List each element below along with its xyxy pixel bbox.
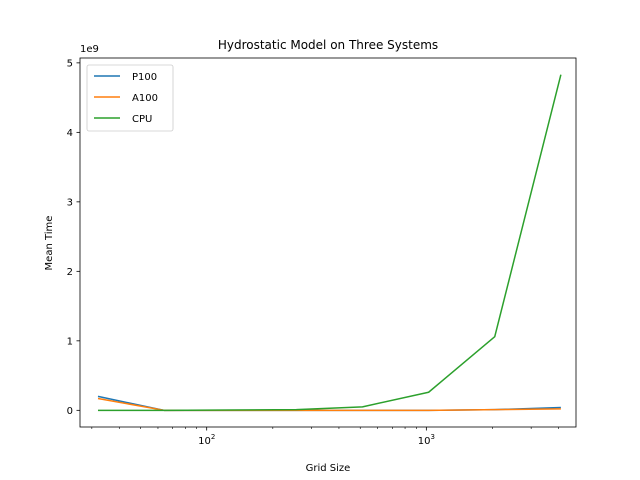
y-tick-label: 4 [67,128,73,139]
chart-title: Hydrostatic Model on Three Systems [218,38,438,52]
axes-frame [79,57,577,428]
x-tick-label: 103 [418,433,435,447]
y-axis-label: Mean Time [44,216,55,271]
legend-box [86,64,174,132]
legend-label-cpu: CPU [132,114,152,125]
y-offset-label: 1e9 [80,44,99,55]
y-tick-label: 0 [67,406,73,417]
legend-label-a100: A100 [132,93,158,104]
y-tick-label: 2 [67,267,73,278]
legend: P100 A100 CPU [86,64,174,132]
series-line-cpu [97,74,562,412]
x-tick-label: 102 [198,433,215,447]
plot-area: 0 1 2 3 4 5 102 103 [67,57,577,447]
y-tick-label: 3 [67,197,73,208]
y-tick-label: 5 [67,58,73,69]
x-axis-label: Grid Size [306,463,351,474]
y-tick-label: 1 [67,336,73,347]
legend-label-p100: P100 [132,72,157,83]
